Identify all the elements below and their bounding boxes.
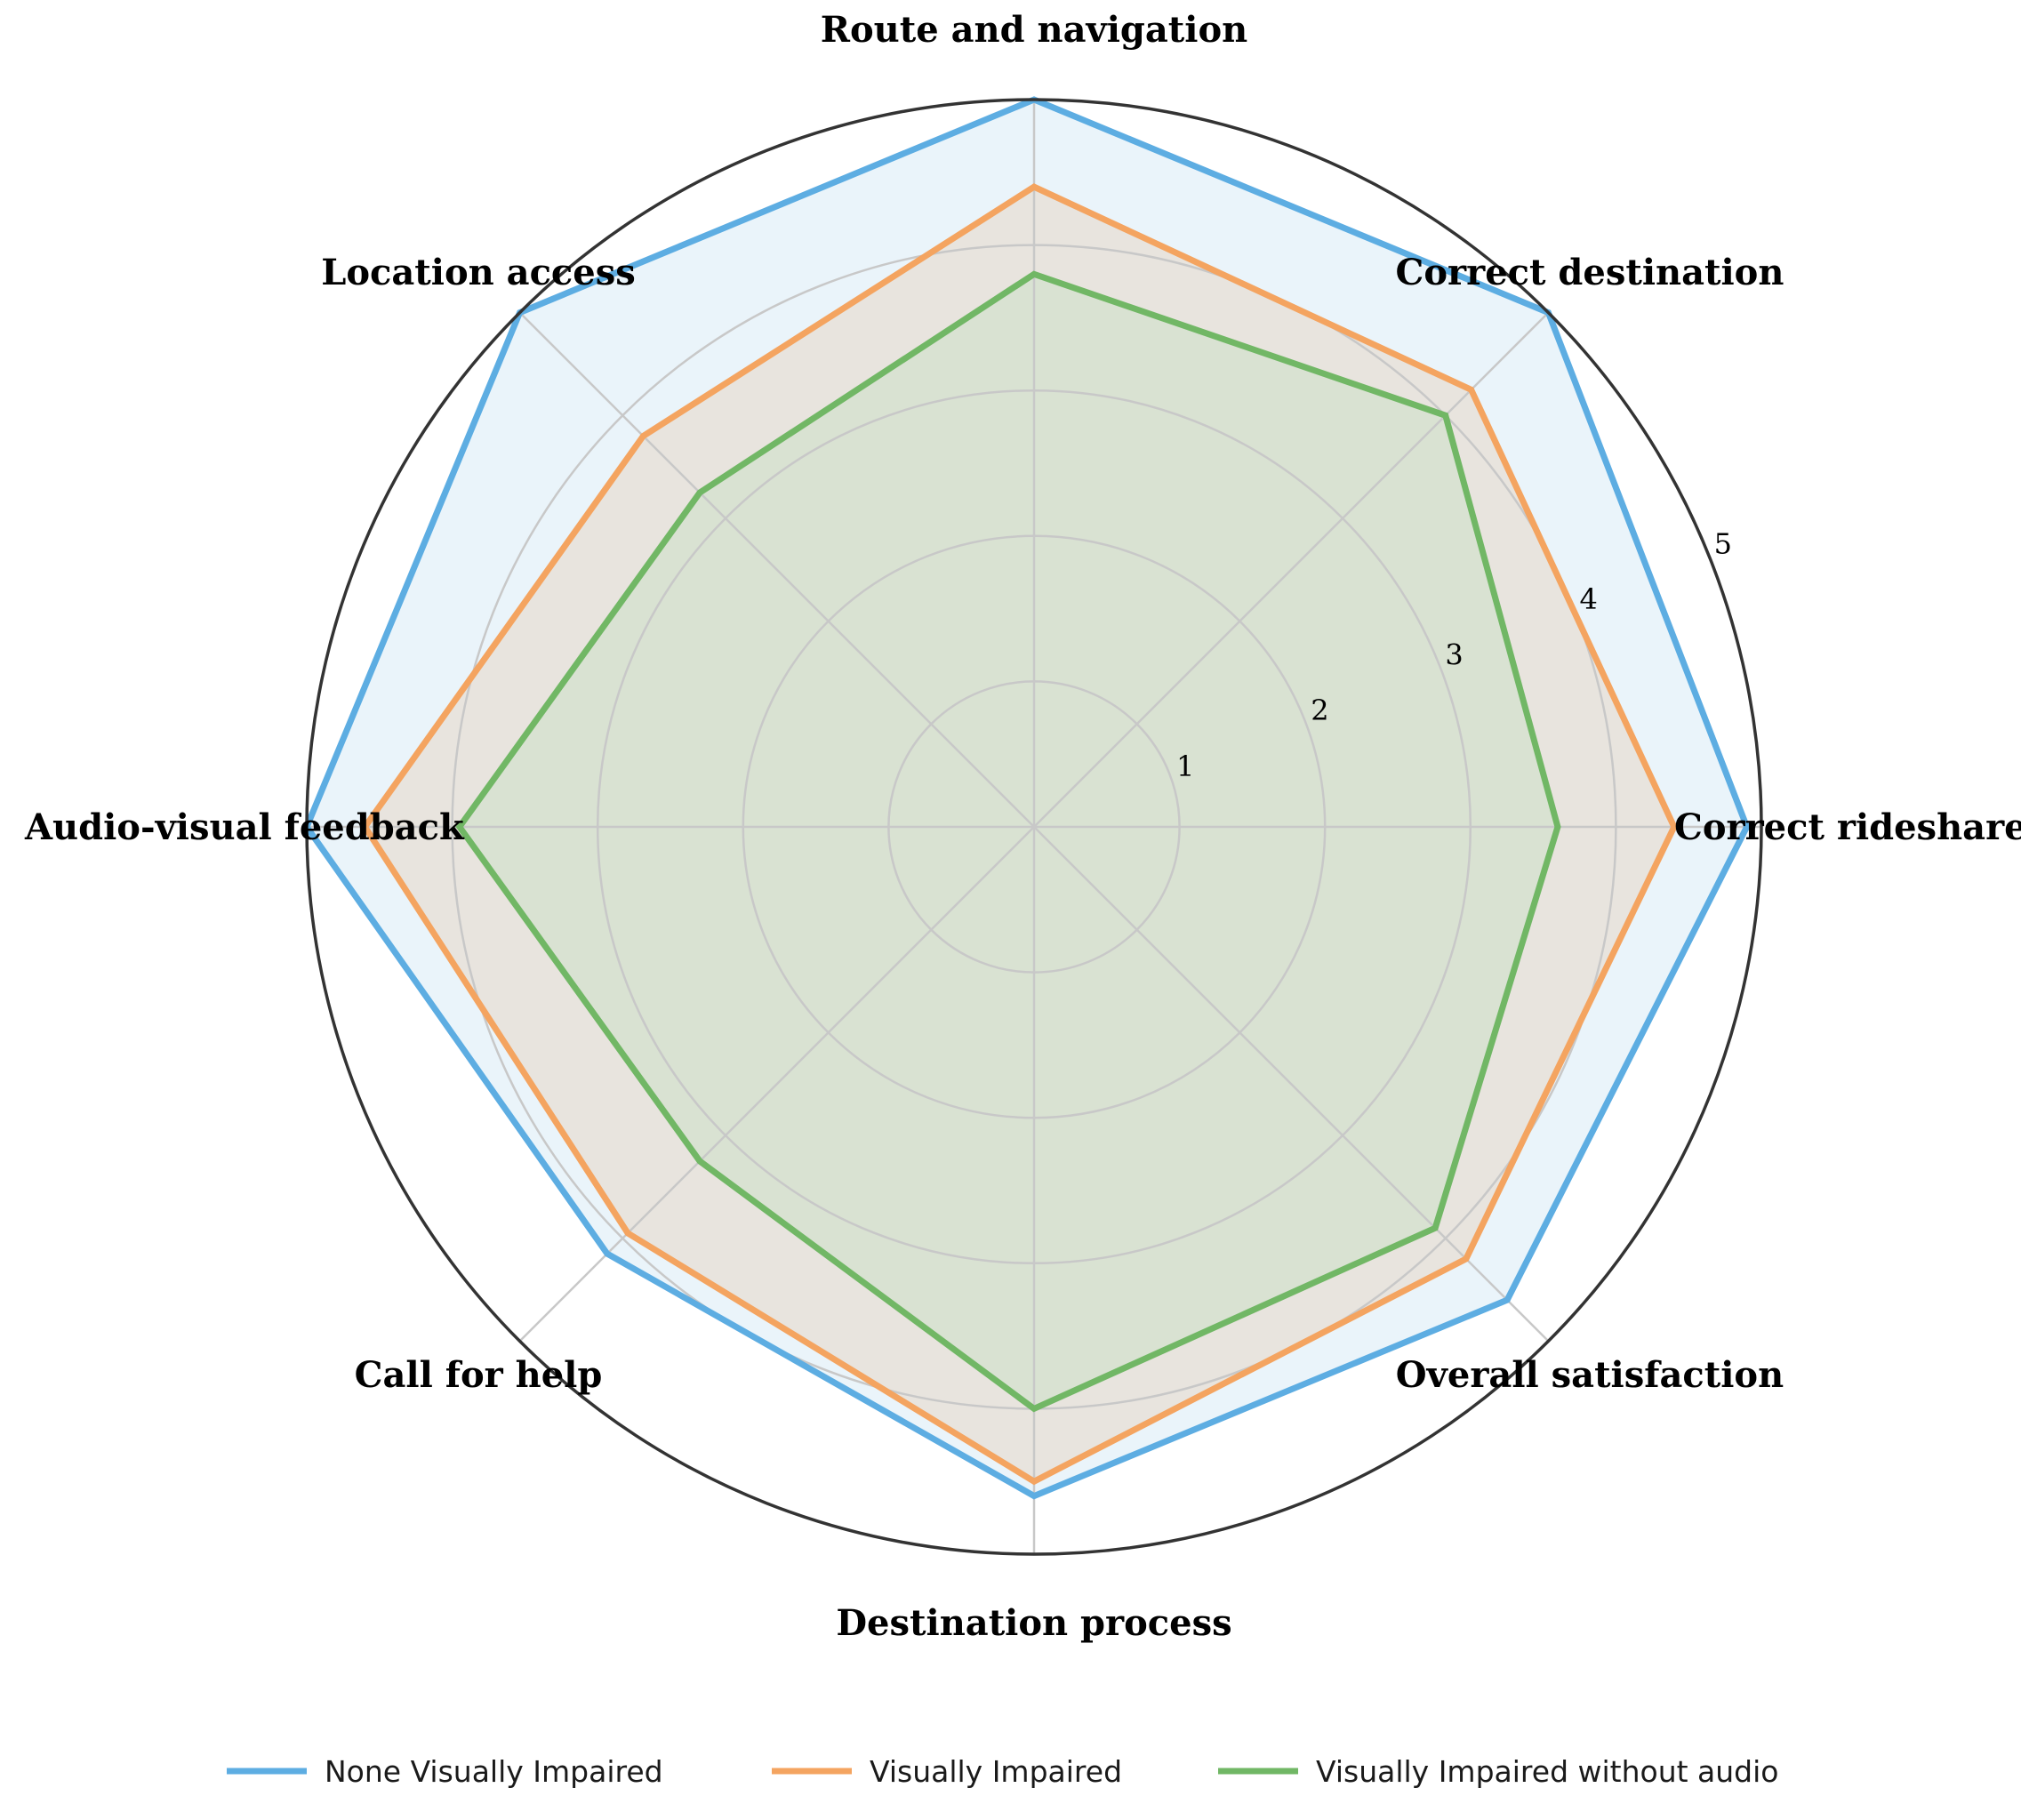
grid-spoke-7: [1033, 826, 1550, 1343]
grid-spoke-3: [518, 311, 1035, 828]
legend-label-1: Visually Impaired: [870, 1754, 1122, 1789]
category-label-4: Audio-visual feedback: [24, 806, 465, 848]
rtick-label-4: 4: [1579, 582, 1597, 616]
rtick-label-5: 5: [1714, 526, 1732, 560]
category-label-0: Correct rideshare: [1674, 806, 2021, 848]
category-label-5: Call for help: [355, 1354, 603, 1396]
category-label-1: Correct destination: [1396, 252, 1784, 293]
radar-grid: [307, 100, 1761, 1554]
legend-label-0: None Visually Impaired: [325, 1754, 663, 1789]
category-label-2: Route and navigation: [821, 9, 1248, 51]
series-fill-2: [459, 274, 1558, 1409]
category-label-7: Overall satisfaction: [1396, 1354, 1784, 1396]
series-fills: [307, 100, 1747, 1496]
legend: None Visually Impaired Visually Impaired V…: [227, 1754, 1779, 1789]
rtick-label-3: 3: [1445, 638, 1463, 672]
outer-frame: [305, 98, 1763, 1556]
series-line-2: [455, 270, 1561, 1413]
category-labels: Correct rideshare Correct destination Rout…: [24, 9, 2021, 1644]
grid-spoke-1: [1033, 311, 1550, 828]
radial-tick-labels: 1 2 3 4 5: [1176, 526, 1732, 782]
legend-label-2: Visually Impaired without audio: [1316, 1754, 1779, 1789]
rtick-label-2: 2: [1311, 694, 1328, 727]
rtick-label-1: 1: [1176, 750, 1194, 783]
category-label-3: Location access: [321, 252, 636, 293]
series-line-1: [361, 183, 1678, 1486]
outer-circle: [305, 98, 1763, 1556]
category-label-6: Destination process: [836, 1602, 1231, 1644]
